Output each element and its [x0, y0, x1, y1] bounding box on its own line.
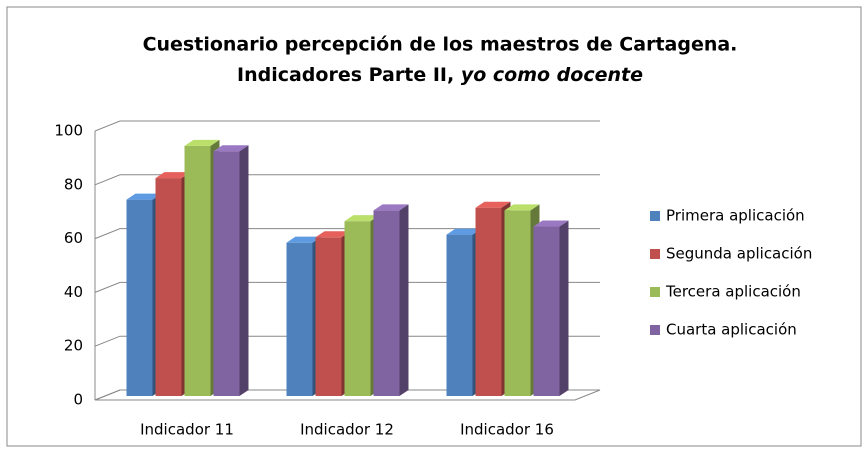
- bar-top: [184, 139, 220, 146]
- bar-front: [504, 210, 531, 396]
- bar-side: [239, 145, 249, 396]
- bar: [373, 204, 409, 396]
- bar-front: [184, 145, 211, 396]
- legend-swatch: [650, 325, 660, 335]
- legend-label: Tercera aplicación: [665, 283, 801, 301]
- x-tick-label: Indicador 12: [300, 421, 394, 439]
- grid-line: [94, 120, 600, 132]
- bar-front: [213, 151, 240, 396]
- bar-top: [126, 193, 162, 200]
- legend-swatch: [650, 211, 660, 221]
- bar-front: [155, 178, 182, 396]
- chart-subtitle: Indicadores Parte II, yo como docente: [237, 64, 643, 86]
- bar-front: [315, 237, 342, 396]
- bar-top: [344, 215, 380, 222]
- subtitle-text: Indicadores Parte II,: [237, 64, 454, 86]
- bar-top: [286, 236, 322, 243]
- bar-top: [315, 231, 351, 238]
- x-tick-label: Indicador 11: [140, 421, 234, 439]
- bar-front: [344, 221, 371, 396]
- bar-top: [504, 204, 540, 211]
- bar-top: [475, 201, 511, 208]
- bar-front: [126, 199, 153, 396]
- y-tick-label: 40: [64, 283, 83, 301]
- bar-front: [373, 210, 400, 396]
- bar-front: [286, 242, 313, 396]
- bar-side: [399, 204, 409, 396]
- grid-line: [94, 281, 600, 293]
- y-tick-label: 20: [64, 337, 83, 355]
- grid-line: [94, 228, 600, 240]
- bar-front: [533, 226, 560, 396]
- grid-line: [94, 174, 600, 186]
- bar-front: [475, 207, 502, 396]
- bar-top: [213, 145, 249, 152]
- legend-label: Primera aplicación: [666, 207, 805, 225]
- y-tick-label: 100: [54, 122, 83, 140]
- bar-top: [446, 228, 482, 235]
- legend-swatch: [650, 249, 660, 259]
- legend-swatch: [650, 287, 660, 297]
- bar-top: [533, 220, 569, 227]
- chart-title: Cuestionario percepción de los maestros …: [143, 34, 738, 56]
- bar: [213, 145, 249, 396]
- bar-top: [373, 204, 409, 211]
- bar-front: [446, 234, 473, 396]
- bar: [126, 193, 162, 396]
- grid-line: [94, 389, 600, 401]
- y-tick-label: 0: [73, 391, 83, 409]
- x-tick-label: Indicador 16: [460, 421, 554, 439]
- legend-label: Cuarta aplicación: [666, 321, 797, 339]
- bar-top: [155, 172, 191, 179]
- legend-label: Segunda aplicación: [666, 245, 812, 263]
- y-tick-label: 80: [64, 175, 83, 193]
- y-tick-label: 60: [64, 229, 83, 247]
- bar-side: [559, 220, 569, 396]
- subtitle-italic: yo como docente: [461, 64, 643, 86]
- grid-line: [94, 335, 600, 347]
- bar: [533, 220, 569, 396]
